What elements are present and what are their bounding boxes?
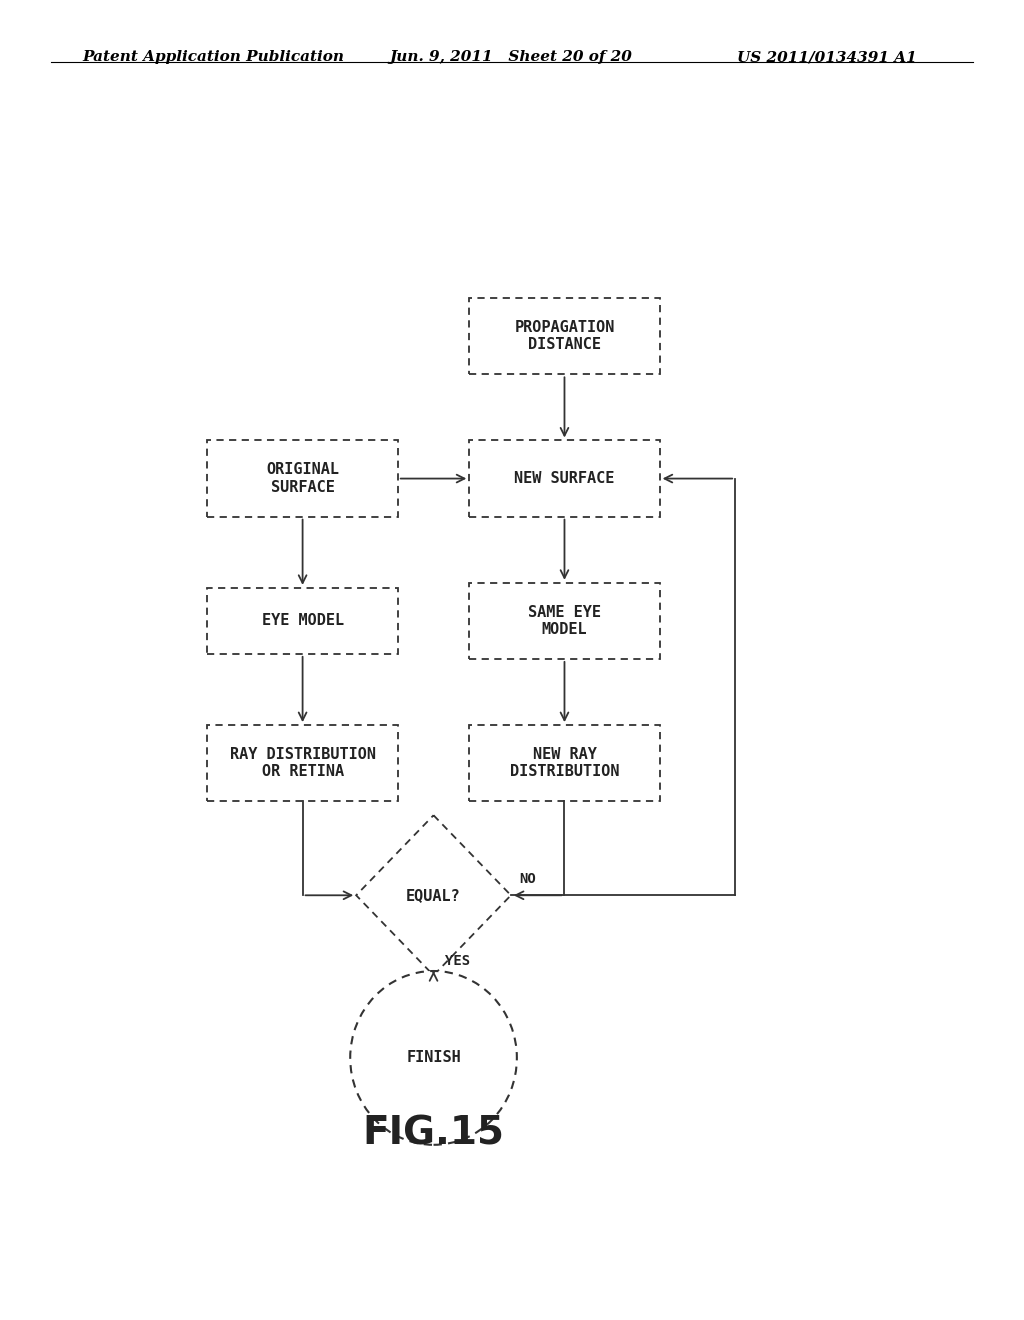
Bar [207,441,397,516]
Text: NEW RAY
DISTRIBUTION: NEW RAY DISTRIBUTION [510,747,620,779]
Text: Patent Application Publication: Patent Application Publication [82,50,344,65]
Text: FINISH: FINISH [407,1051,461,1065]
Bar [469,582,659,659]
Text: ORIGINAL
SURFACE: ORIGINAL SURFACE [266,462,339,495]
Text: NO: NO [519,873,536,886]
Polygon shape [356,816,511,975]
Bar [469,298,659,375]
Text: FIG.15: FIG.15 [362,1114,505,1152]
Text: YES: YES [445,954,471,968]
Text: Jun. 9, 2011   Sheet 20 of 20: Jun. 9, 2011 Sheet 20 of 20 [389,50,632,65]
Bar [469,441,659,516]
Text: PROPAGATION
DISTANCE: PROPAGATION DISTANCE [514,319,614,352]
Text: NEW SURFACE: NEW SURFACE [514,471,614,486]
Ellipse shape [350,972,517,1144]
Text: RAY DISTRIBUTION
OR RETINA: RAY DISTRIBUTION OR RETINA [229,747,376,779]
Bar [469,725,659,801]
Text: EQUAL?: EQUAL? [407,888,461,903]
Text: US 2011/0134391 A1: US 2011/0134391 A1 [737,50,918,65]
Text: SAME EYE
MODEL: SAME EYE MODEL [528,605,601,638]
Bar [207,587,397,653]
Bar [207,725,397,801]
Text: EYE MODEL: EYE MODEL [261,614,344,628]
